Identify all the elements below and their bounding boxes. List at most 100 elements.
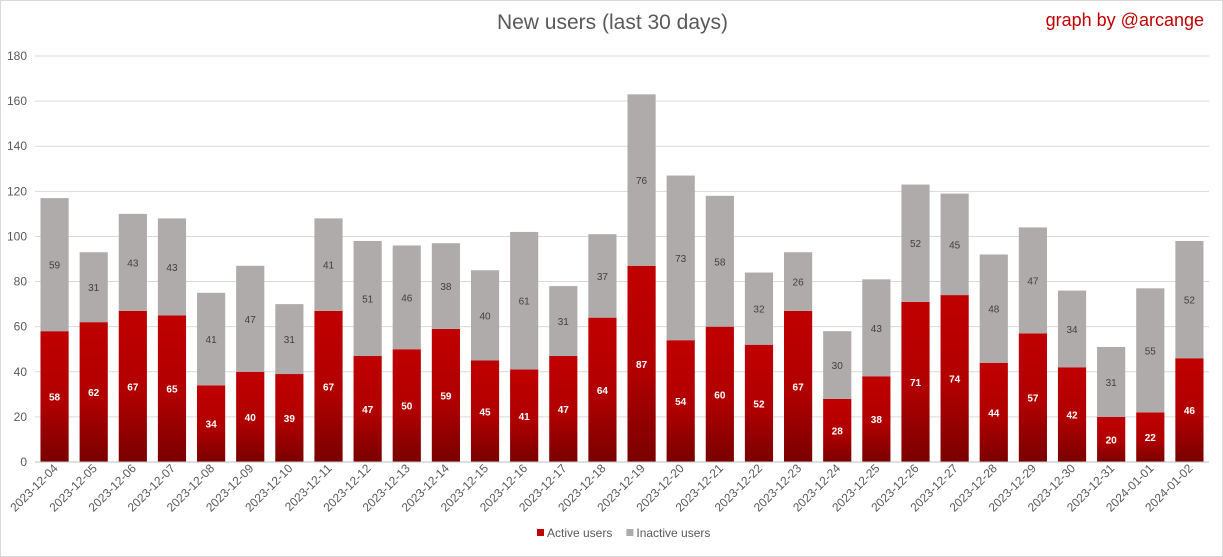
bar-inactive-users <box>823 331 852 399</box>
bar-active-users <box>823 398 852 462</box>
bars: 58 59 62 31 67 43 65 43 34 41 40 47 39 31 67 41 47 51 50 46… <box>40 94 1204 462</box>
data-label-active: 54 <box>675 397 687 408</box>
data-label-inactive: 51 <box>362 294 374 305</box>
data-label-active: 46 <box>1184 406 1196 417</box>
y-tick-label: 0 <box>20 455 27 469</box>
bar-active-users <box>118 310 147 462</box>
data-label-active: 28 <box>832 426 844 437</box>
data-label-inactive: 30 <box>832 361 844 372</box>
chart-title: New users (last 30 days) <box>496 11 729 34</box>
bar-inactive-users <box>431 243 460 329</box>
data-label-active: 62 <box>88 388 100 399</box>
data-label-active: 47 <box>558 405 570 416</box>
legend-swatch <box>626 529 634 536</box>
data-label-active: 40 <box>245 413 257 424</box>
data-label-active: 59 <box>440 391 452 402</box>
bar-inactive-users <box>470 270 500 361</box>
data-label-active: 67 <box>323 382 335 393</box>
y-tick-label: 40 <box>14 365 28 379</box>
x-axis: 2023-12-042023-12-052023-12-062023-12-07… <box>7 461 1209 515</box>
data-label-inactive: 45 <box>949 240 961 251</box>
data-label-inactive: 43 <box>166 263 178 274</box>
bar-inactive-users <box>353 240 382 356</box>
data-label-inactive: 41 <box>206 335 218 346</box>
bar-inactive-users <box>784 252 813 311</box>
bar-inactive-users <box>1136 288 1165 413</box>
bar-active-users <box>157 315 187 462</box>
bar-inactive-users <box>744 272 774 345</box>
data-label-inactive: 31 <box>1106 378 1118 389</box>
bar-active-users <box>1057 367 1087 462</box>
bar-active-users <box>40 331 69 462</box>
y-tick-label: 160 <box>7 94 27 108</box>
data-label-active: 65 <box>166 385 178 396</box>
bar-inactive-users <box>1175 240 1204 359</box>
bar-inactive-users <box>236 265 265 372</box>
bar-inactive-users <box>157 218 187 316</box>
data-label-active: 22 <box>1145 433 1157 444</box>
gridlines <box>35 55 1209 463</box>
credit-label: graph by @arcange <box>1045 10 1204 30</box>
bar-inactive-users <box>1057 290 1087 368</box>
data-label-inactive: 76 <box>636 176 648 187</box>
bar-active-users <box>1018 333 1047 462</box>
y-tick-label: 140 <box>7 139 27 153</box>
bar-inactive-users <box>901 184 930 302</box>
bar-active-users <box>314 310 343 462</box>
data-label-active: 20 <box>1106 435 1118 446</box>
legend-swatch <box>537 529 544 536</box>
data-label-inactive: 31 <box>558 317 570 328</box>
bar-active-users <box>236 371 265 462</box>
y-tick-label: 180 <box>7 49 27 63</box>
data-label-inactive: 52 <box>910 239 922 250</box>
bar-inactive-users <box>862 279 891 377</box>
bar-active-users <box>627 265 656 462</box>
data-label-active: 50 <box>401 402 413 413</box>
data-label-inactive: 40 <box>479 311 491 322</box>
data-label-inactive: 73 <box>675 254 687 265</box>
bar-inactive-users <box>588 234 617 318</box>
data-label-active: 41 <box>519 412 531 423</box>
y-tick-label: 80 <box>14 275 28 289</box>
bar-active-users <box>470 360 500 462</box>
data-label-active: 45 <box>479 407 491 418</box>
data-label-inactive: 47 <box>1027 276 1039 287</box>
bar-active-users <box>784 310 813 462</box>
data-label-inactive: 31 <box>284 335 296 346</box>
legend-entry: Inactive users <box>636 526 710 540</box>
data-label-inactive: 59 <box>49 261 61 272</box>
data-label-active: 42 <box>1066 411 1078 422</box>
data-label-active: 87 <box>636 360 648 371</box>
data-label-active: 67 <box>127 382 139 393</box>
bar-active-users <box>1175 358 1204 462</box>
bar-inactive-users <box>666 175 695 341</box>
bar-active-users <box>705 326 734 462</box>
data-label-inactive: 34 <box>1066 325 1078 336</box>
data-label-active: 39 <box>284 414 296 425</box>
bar-inactive-users <box>510 231 539 370</box>
bar-inactive-users <box>940 193 969 296</box>
data-label-inactive: 55 <box>1145 346 1157 357</box>
bar-active-users <box>862 376 891 462</box>
data-label-inactive: 41 <box>323 261 335 272</box>
bar-active-users <box>940 295 969 462</box>
data-label-inactive: 47 <box>245 315 257 326</box>
bar-inactive-users <box>549 286 578 356</box>
bar-active-users <box>353 355 382 462</box>
data-label-inactive: 46 <box>401 293 413 304</box>
data-label-inactive: 48 <box>988 305 1000 316</box>
bar-active-users <box>588 317 617 462</box>
legend-entry: Active users <box>547 526 612 540</box>
legend: Active users Inactive users <box>537 526 710 540</box>
bar-active-users <box>510 369 539 462</box>
bar-inactive-users <box>118 213 147 311</box>
data-label-active: 47 <box>362 405 374 416</box>
bar-inactive-users <box>275 304 304 375</box>
bar-inactive-users <box>979 254 1008 363</box>
bar-inactive-users <box>1018 227 1047 334</box>
y-tick-label: 20 <box>14 410 28 424</box>
y-tick-label: 120 <box>7 184 27 198</box>
bar-active-users <box>1097 416 1126 462</box>
bar-active-users <box>431 328 460 462</box>
